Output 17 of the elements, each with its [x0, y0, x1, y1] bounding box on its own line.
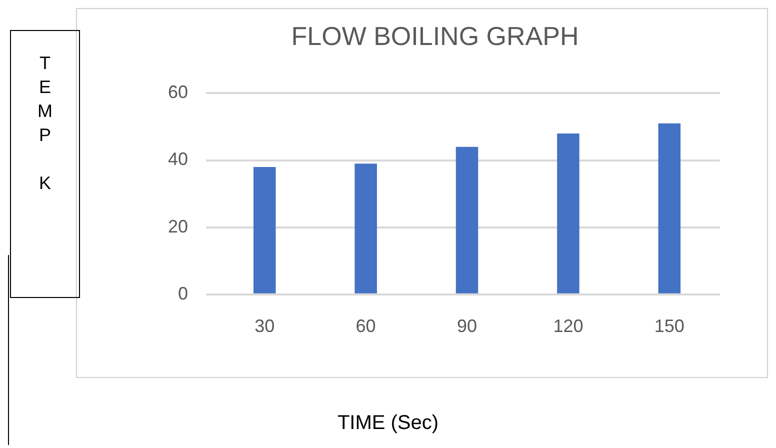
y-tick-label: 60 [168, 82, 188, 102]
bar [557, 133, 580, 294]
x-tick-label: 120 [553, 316, 584, 336]
bar [354, 164, 377, 294]
x-axis-title: TIME (Sec) [336, 412, 440, 435]
chart-title: FLOW BOILING GRAPH [291, 20, 579, 51]
y-tick-label: 40 [168, 149, 188, 170]
x-tick-label: 30 [254, 316, 275, 336]
x-tick-label: 90 [456, 316, 478, 336]
x-tick-label: 150 [654, 316, 684, 336]
y-tick-label: 20 [168, 216, 188, 236]
bar [456, 146, 478, 294]
bar [253, 166, 276, 294]
y-tick-label: 0 [178, 283, 188, 304]
bar [658, 123, 681, 294]
text: TEMP K [38, 53, 52, 193]
x-tick-label: 60 [356, 316, 376, 336]
